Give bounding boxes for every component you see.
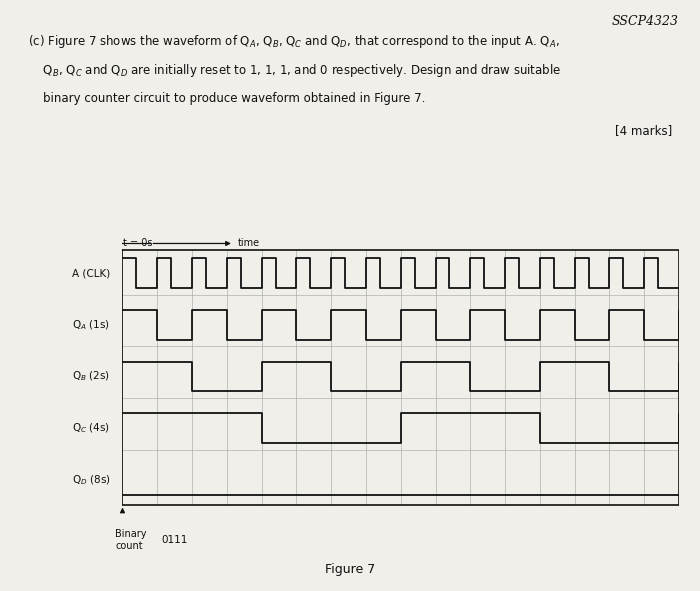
Text: SSCP4323: SSCP4323 (612, 15, 679, 28)
Text: [4 marks]: [4 marks] (615, 124, 672, 137)
Text: A (CLK): A (CLK) (72, 268, 111, 278)
Text: Binary
count: Binary count (116, 529, 147, 551)
Text: Q$_A$ (1s): Q$_A$ (1s) (72, 318, 111, 332)
Text: Q$_B$ (2s): Q$_B$ (2s) (72, 370, 111, 384)
Text: 0111: 0111 (161, 535, 188, 545)
Text: Q$_D$ (8s): Q$_D$ (8s) (71, 473, 111, 487)
Text: Figure 7: Figure 7 (325, 563, 375, 576)
Text: binary counter circuit to produce waveform obtained in Figure 7.: binary counter circuit to produce wavefo… (28, 92, 426, 105)
Text: Q$_C$ (4s): Q$_C$ (4s) (72, 421, 111, 435)
Text: t = 0s: t = 0s (123, 239, 153, 248)
Text: time: time (237, 239, 260, 248)
Text: Q$_B$, Q$_C$ and Q$_D$ are initially reset to 1, 1, 1, and 0 respectively. Desig: Q$_B$, Q$_C$ and Q$_D$ are initially res… (28, 62, 561, 79)
Text: (c) Figure 7 shows the waveform of Q$_A$, Q$_B$, Q$_C$ and Q$_D$, that correspon: (c) Figure 7 shows the waveform of Q$_A$… (28, 33, 560, 50)
